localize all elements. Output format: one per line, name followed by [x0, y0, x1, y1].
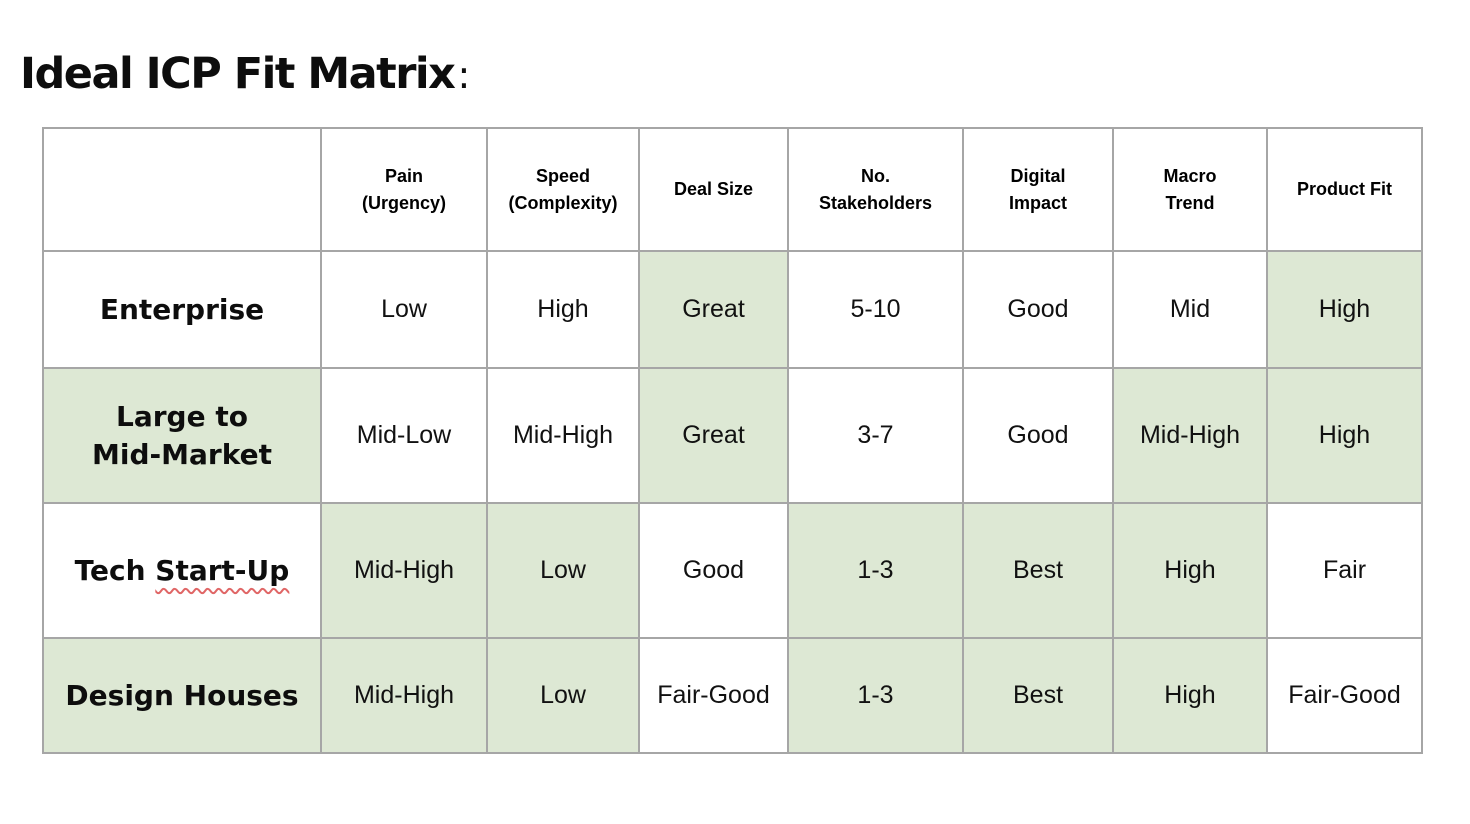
column-header: Macro Trend [1112, 127, 1268, 252]
column-header: No. Stakeholders [787, 127, 964, 252]
matrix-cell: Good [962, 250, 1114, 369]
table-row: Design Houses Mid-High Low Fair-Good 1-3 Best… [42, 637, 1423, 754]
matrix-cell: Mid-High [320, 502, 488, 639]
matrix-cell: High [1266, 250, 1423, 369]
row-header: Enterprise [42, 250, 322, 369]
matrix-cell: Great [638, 250, 789, 369]
matrix-cell: High [1112, 637, 1268, 754]
matrix-cell: Mid [1112, 250, 1268, 369]
matrix-cell: Good [638, 502, 789, 639]
row-header: Tech Start-Up [42, 502, 322, 639]
header-row: Pain (Urgency) Speed (Complexity) Deal Siz… [42, 127, 1423, 252]
icp-fit-matrix-table: Pain (Urgency) Speed (Complexity) Deal Siz… [42, 127, 1423, 754]
matrix-cell: High [1112, 502, 1268, 639]
matrix-cell: 1-3 [787, 637, 964, 754]
column-header: Product Fit [1266, 127, 1423, 252]
matrix-cell: Low [486, 502, 640, 639]
page-title-colon: : [457, 52, 470, 98]
matrix-cell: Low [486, 637, 640, 754]
table-row: Tech Start-Up Mid-High Low Good 1-3 Best High F… [42, 502, 1423, 639]
matrix-cell: Great [638, 367, 789, 504]
matrix-cell: Good [962, 367, 1114, 504]
page-title: Ideal ICP Fit Matrix: [20, 48, 470, 99]
row-header: Design Houses [42, 637, 322, 754]
matrix-cell: High [1266, 367, 1423, 504]
matrix-cell: Best [962, 502, 1114, 639]
matrix-cell: Fair-Good [638, 637, 789, 754]
column-header: Pain (Urgency) [320, 127, 488, 252]
matrix-cell: Mid-High [486, 367, 640, 504]
matrix-cell: Low [320, 250, 488, 369]
corner-cell [42, 127, 322, 252]
matrix-cell: Fair-Good [1266, 637, 1423, 754]
matrix-cell: Best [962, 637, 1114, 754]
column-header: Deal Size [638, 127, 789, 252]
matrix-cell: 5-10 [787, 250, 964, 369]
matrix-cell: High [486, 250, 640, 369]
column-header: Speed (Complexity) [486, 127, 640, 252]
page-title-text: Ideal ICP Fit Matrix [20, 48, 456, 99]
matrix-cell: Mid-Low [320, 367, 488, 504]
row-header: Large to Mid-Market [42, 367, 322, 504]
matrix-cell: Fair [1266, 502, 1423, 639]
column-header: Digital Impact [962, 127, 1114, 252]
table-row: Enterprise Low High Great 5-10 Good Mid High [42, 250, 1423, 369]
misspelled-word: Start-Up [155, 553, 290, 587]
table-row: Large to Mid-Market Mid-Low Mid-High Great 3… [42, 367, 1423, 504]
matrix-cell: 1-3 [787, 502, 964, 639]
matrix-cell: Mid-High [320, 637, 488, 754]
matrix-cell: Mid-High [1112, 367, 1268, 504]
matrix-cell: 3-7 [787, 367, 964, 504]
